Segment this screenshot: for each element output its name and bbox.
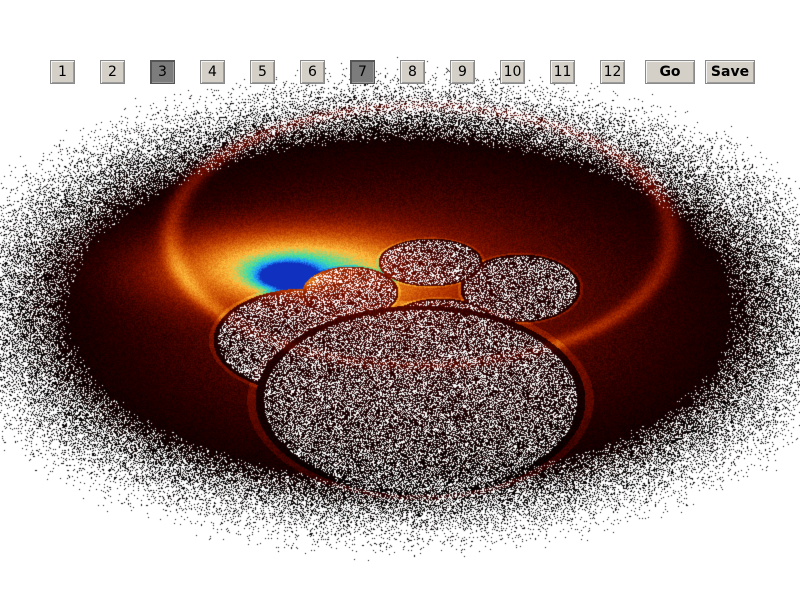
preset-button-3[interactable]: 3 xyxy=(150,60,175,84)
preset-button-4[interactable]: 4 xyxy=(200,60,225,84)
go-button[interactable]: Go xyxy=(645,60,695,84)
preset-button-6[interactable]: 6 xyxy=(300,60,325,84)
preset-button-8[interactable]: 8 xyxy=(400,60,425,84)
preset-button-1[interactable]: 1 xyxy=(50,60,75,84)
preset-button-12[interactable]: 12 xyxy=(600,60,625,84)
preset-button-9[interactable]: 9 xyxy=(450,60,475,84)
save-button[interactable]: Save xyxy=(705,60,755,84)
preset-button-2[interactable]: 2 xyxy=(100,60,125,84)
toolbar: 1 2 3 4 5 6 7 8 9 10 11 12 Go Save xyxy=(0,0,800,100)
preset-button-5[interactable]: 5 xyxy=(250,60,275,84)
preset-button-7[interactable]: 7 xyxy=(350,60,375,84)
preset-button-11[interactable]: 11 xyxy=(550,60,575,84)
preset-button-10[interactable]: 10 xyxy=(500,60,525,84)
